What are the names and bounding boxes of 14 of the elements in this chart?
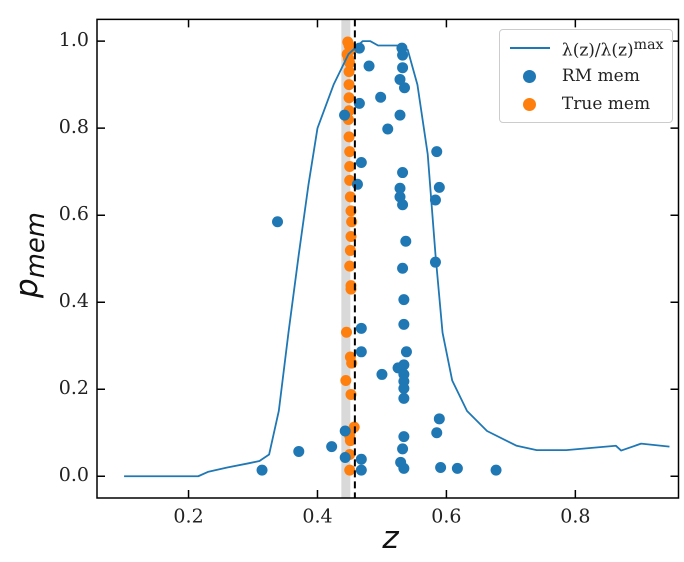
legend-label: λ(z)/λ(z)$^{max}$ bbox=[562, 36, 664, 60]
y-tick-label: 0.4 bbox=[58, 290, 89, 312]
y-tick-label: 1.0 bbox=[58, 29, 89, 52]
y-tick-label: 0.2 bbox=[58, 377, 89, 400]
y-tick-label: 0.0 bbox=[58, 464, 89, 486]
x-axis-title: z bbox=[382, 520, 399, 556]
y-tick-label: 0.8 bbox=[58, 116, 89, 138]
y-tick-label: 0.6 bbox=[58, 203, 89, 226]
legend-label: True mem bbox=[562, 94, 650, 114]
legend-label: RM mem bbox=[562, 66, 640, 86]
x-tick-label: 0.4 bbox=[302, 505, 333, 528]
x-tick-label: 0.6 bbox=[431, 505, 462, 528]
x-tick-label: 0.2 bbox=[173, 505, 204, 528]
x-tick-label: 0.8 bbox=[560, 505, 590, 528]
